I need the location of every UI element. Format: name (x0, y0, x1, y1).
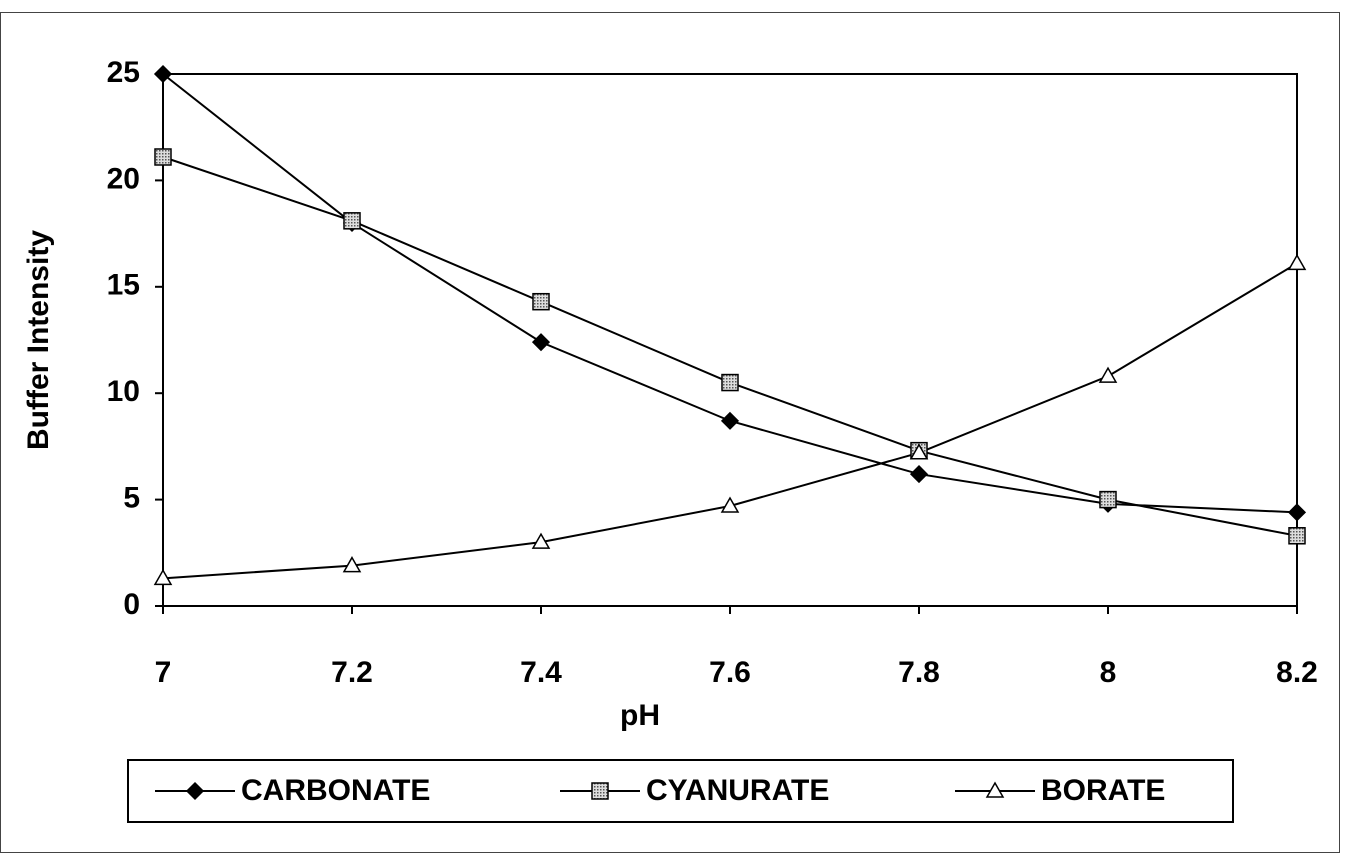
legend (127, 759, 1234, 823)
marker (1288, 527, 1306, 545)
y-tick-label: 25 (107, 56, 140, 89)
y-tick-label: 10 (107, 375, 140, 408)
y-tick-label: 5 (123, 482, 140, 515)
y-tick-label: 20 (107, 162, 140, 195)
marker (342, 556, 362, 573)
marker (1099, 490, 1117, 509)
marker (1098, 366, 1118, 383)
x-tick-label: 8 (1100, 656, 1117, 689)
y-tick-label: 15 (107, 269, 140, 302)
marker (153, 568, 173, 586)
plot-area (162, 73, 1298, 607)
legend-marker (591, 782, 609, 800)
y-tick-label: 0 (123, 588, 140, 621)
marker (1287, 503, 1307, 522)
x-tick-label: 8.2 (1276, 656, 1318, 689)
marker (532, 292, 550, 311)
legend-marker (985, 781, 1005, 798)
x-tick-label: 7 (155, 656, 172, 689)
legend-label: BORATE (1041, 774, 1165, 807)
frame (0, 12, 1340, 853)
marker (1287, 253, 1307, 271)
marker (154, 148, 172, 166)
marker (153, 64, 173, 84)
x-tick-label: 7.8 (898, 656, 940, 689)
marker (343, 212, 361, 230)
x-axis-label: pH (620, 699, 660, 732)
marker (531, 333, 551, 352)
marker (720, 496, 740, 513)
marker (909, 443, 929, 460)
x-tick-label: 7.4 (520, 656, 562, 689)
x-tick-label: 7.6 (709, 656, 751, 689)
marker (531, 532, 551, 549)
marker (909, 465, 929, 484)
y-axis-label: Buffer Intensity (22, 230, 55, 450)
marker (721, 373, 739, 392)
legend-label: CYANURATE (646, 774, 829, 807)
marker (720, 411, 740, 430)
x-tick-label: 7.2 (331, 656, 373, 689)
legend-marker (185, 781, 205, 801)
series-line (162, 156, 1298, 537)
series-line (162, 73, 1298, 514)
legend-label: CARBONATE (241, 774, 430, 807)
